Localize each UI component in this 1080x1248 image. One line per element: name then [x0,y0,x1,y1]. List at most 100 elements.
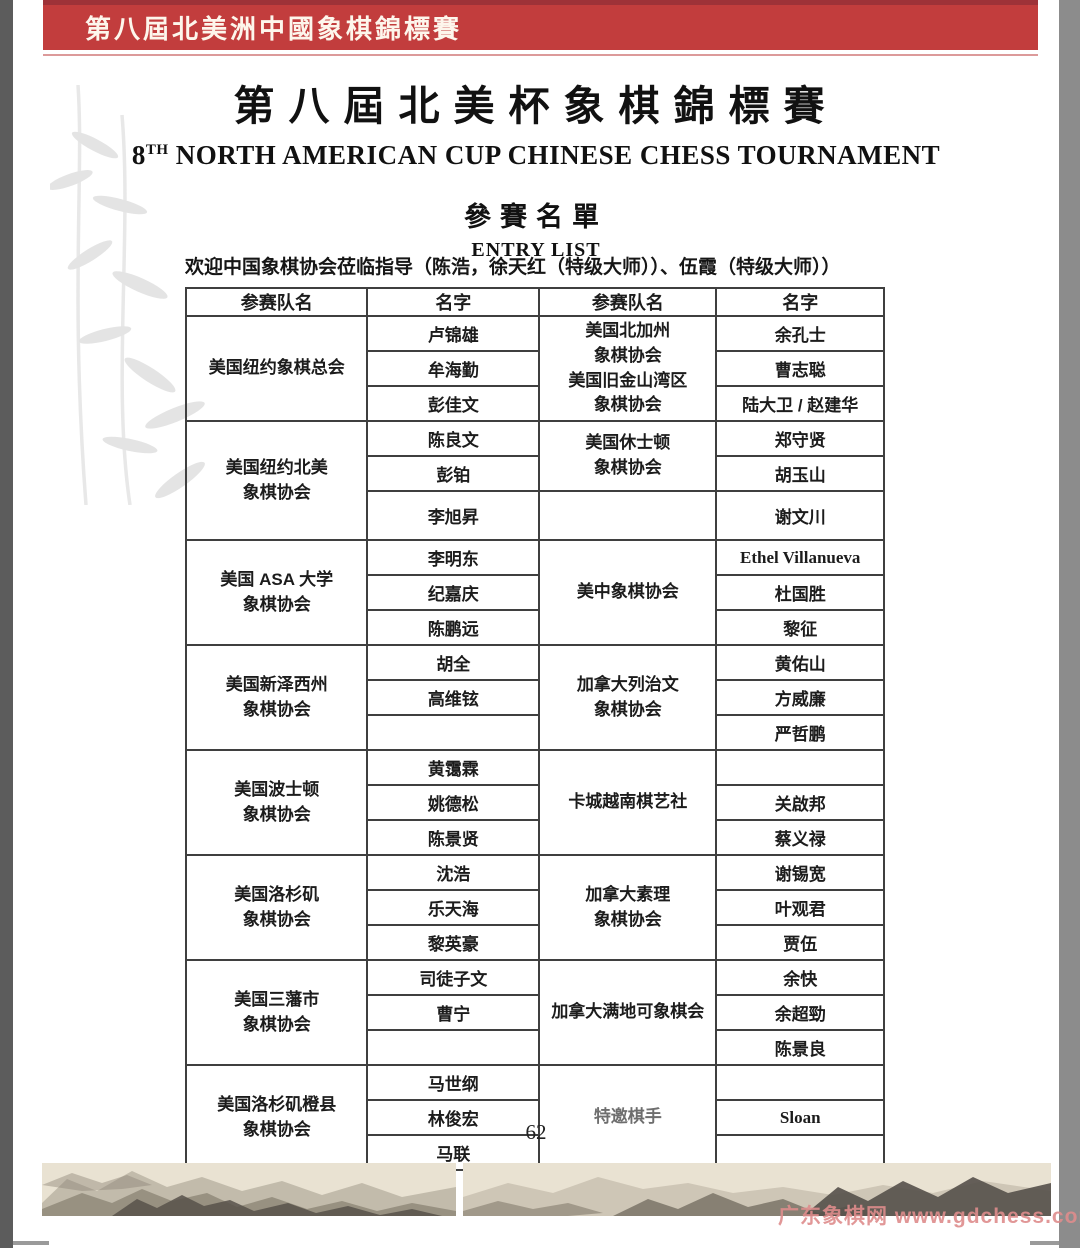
player-cell: 曹宁 [366,994,541,1031]
player-cell-empty [366,714,541,751]
table-row: 高维铉 方威廉 [186,679,885,716]
page-title-en: 8TH NORTH AMERICAN CUP CHINESE CHESS TOU… [13,140,1059,171]
player-cell: 蔡义禄 [715,819,885,856]
player-cell: 黄霭霖 [366,749,541,786]
chapter-banner: 第八屆北美洲中國象棋錦標賽 [43,5,1038,50]
player-cell: 陆大卫 / 赵建华 [715,385,885,422]
table-row: 林俊宏 Sloan [186,1099,885,1136]
team-cell: 加拿大素理 象棋协会 [538,854,718,961]
table-header-row: 参赛队名 名字 参赛队名 名字 [184,287,885,317]
player-cell: 纪嘉庆 [366,574,541,611]
scroll-painting-left [42,1163,456,1216]
title-en-ordinal: TH [145,142,169,158]
player-cell: 李明东 [366,539,541,576]
player-cell: 姚德松 [366,784,541,821]
player-cell: 关啟邦 [715,784,885,821]
banner-underline [43,54,1038,56]
team-cell: 美国纽约北美 象棋协会 [184,420,369,541]
welcome-note: 欢迎中国象棋协会莅临指导（陈浩，徐天红（特级大师））、伍霞（特级大师）） [185,257,841,278]
bottom-right-tick [1030,1241,1059,1245]
table-row: 美国三藩市 象棋协会 司徒子文 加拿大满地可象棋会 余快 [184,959,885,1066]
player-cell: 严哲鹏 [715,714,885,751]
player-cell: 黄佑山 [715,644,885,681]
team-cell: 加拿大列治文 象棋协会 [538,644,718,751]
table-row: 彭铂 胡玉山 [186,455,885,492]
entry-list-title-cn: 參賽名單 [464,202,608,232]
player-cell: 马世纲 [366,1064,541,1101]
player-cell-empty [715,1064,885,1101]
table-row: 彭佳文 陆大卫 / 赵建华 [186,385,885,422]
player-cell: 谢锡宽 [715,854,885,891]
player-cell: 高维铉 [366,679,541,716]
banner-top-border [43,0,1038,5]
player-cell: 陈鹏远 [366,609,541,646]
player-cell: 杜国胜 [715,574,885,611]
column-header-name-right: 名字 [715,287,885,317]
column-header-name-left: 名字 [366,287,541,317]
player-cell: 胡玉山 [715,455,885,492]
table-row: 牟海勤 曹志聪 [186,350,885,387]
player-cell: 余孔士 [715,315,885,352]
team-cell: 美国洛杉矶 象棋协会 [184,854,369,961]
team-cell: 加拿大满地可象棋会 [538,959,718,1066]
team-cell: 美国新泽西州 象棋协会 [184,644,369,751]
title-en-number: 8 [131,140,146,170]
player-cell: 卢锦雄 [366,315,541,352]
player-cell: 谢文川 [715,490,885,541]
team-cell: 美国休士顿 象棋协会 [538,420,718,492]
player-cell: Ethel Villanueva [715,539,885,576]
table-row: 陈鹏远 黎征 [186,609,885,646]
table-row: 陈景贤 蔡义禄 [186,819,885,856]
table-row: 美国新泽西州 象棋协会 胡全 加拿大列治文 象棋协会 黄佑山 [184,644,885,751]
site-watermark: 广东象棋网 www.gdchess.com [778,1205,1080,1228]
team-cell: 美国 ASA 大学 象棋协会 [184,539,369,646]
table-row: 李旭昇 谢文川 [186,490,885,541]
column-header-team-left: 参赛队名 [184,287,369,317]
player-cell: 司徒子文 [366,959,541,996]
table-row: 黎英豪 贾伍 [186,924,885,961]
player-cell: 陈景良 [715,1029,885,1066]
player-cell: 曹志聪 [715,350,885,387]
team-cell: 美国洛杉矶橙县 象棋协会 [184,1064,369,1171]
team-cell: 卡城越南棋艺社 [538,749,718,856]
title-block: 第八屆北美杯象棋錦標賽 8TH NORTH AMERICAN CUP CHINE… [13,72,1059,262]
table-row: 乐天海 叶观君 [186,889,885,926]
column-header-team-right: 参赛队名 [538,287,718,317]
player-cell: 黎英豪 [366,924,541,961]
player-cell: 方威廉 [715,679,885,716]
table-row: 严哲鹏 [186,714,885,751]
bottom-left-tick [13,1241,49,1245]
table-row: 美国纽约北美 象棋协会 陈良文 美国休士顿 象棋协会 郑守贤 [184,420,885,541]
table-row: 美国洛杉矶 象棋协会 沈浩 加拿大素理 象棋协会 谢锡宽 [184,854,885,961]
entry-list-title-en: ENTRY LIST [471,239,601,261]
player-cell: 贾伍 [715,924,885,961]
page-number: 62 [525,1120,547,1144]
table-row: 美国波士顿 象棋协会 黄霭霖 卡城越南棋艺社 [184,749,885,856]
player-cell: 余超勁 [715,994,885,1031]
team-cell: 美中象棋协会 [538,539,718,646]
player-cell: 李旭昇 [366,490,541,541]
player-cell-empty [366,1029,541,1066]
player-cell: 林俊宏 [366,1099,541,1136]
player-cell-empty [715,749,885,786]
player-cell: 沈浩 [366,854,541,891]
table-row: 姚德松 关啟邦 [186,784,885,821]
team-cell: 美国波士顿 象棋协会 [184,749,369,856]
player-cell: 郑守贤 [715,420,885,457]
page-title-cn: 第八屆北美杯象棋錦標賽 [233,83,839,129]
table-row: 美国纽约象棋总会 卢锦雄 美国北加州 象棋协会 美国旧金山湾区 象棋协会 余孔士 [184,315,885,422]
entry-table: 参赛队名 名字 参赛队名 名字 美国纽约象棋总会 卢锦雄 美国北加州 象棋协会 … [184,287,885,1171]
team-cell: 美国纽约象棋总会 [184,315,369,422]
table-row: 曹宁 余超勁 [186,994,885,1031]
player-cell: 牟海勤 [366,350,541,387]
title-en-text: NORTH AMERICAN CUP CHINESE CHESS TOURNAM… [168,140,941,170]
table-row: 美国 ASA 大学 象棋协会 李明东 美中象棋协会 Ethel Villanue… [184,539,885,646]
table-row: 美国洛杉矶橙县 象棋协会 马世纲 特邀棋手 [184,1064,885,1171]
team-cell-empty [538,490,718,541]
team-cell: 特邀棋手 [538,1064,718,1171]
player-cell: Sloan [715,1099,885,1136]
player-cell: 胡全 [366,644,541,681]
scroll-painting-right [463,1163,1051,1216]
player-cell: 黎征 [715,609,885,646]
player-cell: 彭铂 [366,455,541,492]
